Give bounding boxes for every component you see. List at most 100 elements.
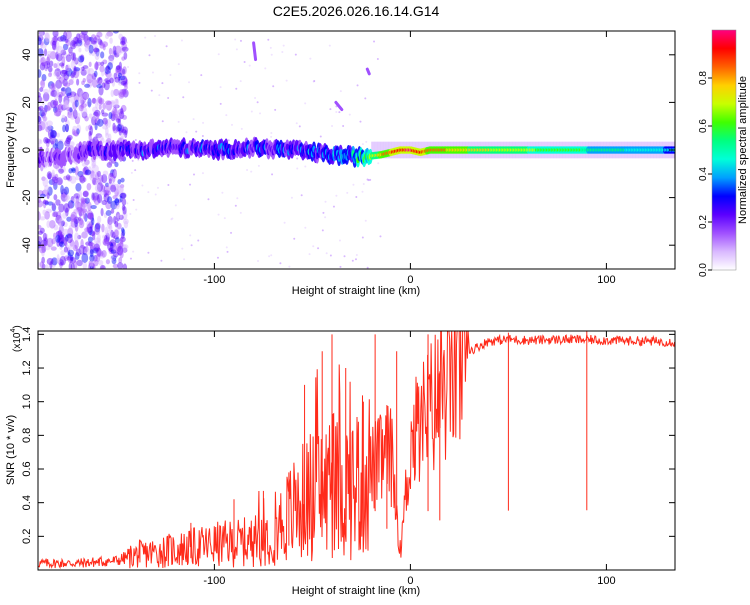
noise-cell [104, 226, 109, 236]
noise-cell [49, 261, 53, 269]
noise-cell [108, 247, 115, 255]
noise-cell [47, 66, 53, 73]
noise-cell [121, 88, 127, 95]
noise-cell [108, 178, 112, 185]
noise-cell [57, 36, 65, 42]
noise-cell [170, 218, 173, 221]
noise-cell [44, 211, 50, 220]
noise-cell [122, 115, 128, 120]
noise-cell [38, 210, 41, 221]
noise-cell [86, 226, 91, 234]
noise-cell [110, 208, 115, 214]
noise-cell [105, 126, 109, 136]
noise-cell [92, 43, 99, 52]
noise-cell [364, 219, 367, 222]
noise-cell [246, 168, 249, 171]
noise-cell [56, 71, 60, 77]
noise-cell [41, 97, 45, 106]
noise-cell [38, 111, 41, 118]
noise-cell [112, 111, 116, 117]
noise-cell [189, 234, 192, 237]
noise-cell [82, 203, 88, 214]
noise-cell [44, 244, 51, 251]
noise-cell [122, 77, 129, 88]
noise-cell [52, 31, 59, 38]
noise-cell [106, 196, 113, 204]
noise-cell [113, 243, 121, 254]
noise-cell [38, 92, 41, 98]
noise-cell [55, 211, 62, 221]
noise-cell [111, 110, 118, 117]
noise-cell [339, 90, 342, 93]
noise-cell [41, 107, 47, 117]
noise-cell [61, 117, 65, 123]
noise-cell [64, 196, 69, 203]
noise-cell [116, 214, 123, 219]
noise-cell [338, 239, 341, 242]
snr-xtick-label: 100 [597, 575, 615, 587]
noise-cell [74, 99, 79, 108]
noise-cell [235, 48, 238, 51]
noise-cell [82, 65, 89, 70]
noise-cell [38, 115, 42, 125]
noise-cell [122, 66, 127, 75]
noise-cell [304, 102, 307, 105]
noise-cell [113, 183, 119, 191]
noise-cell [91, 115, 97, 126]
noise-cell [304, 226, 307, 229]
noise-cell [73, 67, 81, 72]
noise-cell [74, 232, 80, 243]
spectrogram-ylabel: Frequency (Hz) [5, 112, 17, 188]
noise-cell [93, 62, 99, 70]
noise-cell [57, 140, 64, 151]
noise-cell [134, 169, 137, 172]
noise-cell [91, 162, 96, 169]
noise-cell [60, 250, 66, 256]
noise-cell [148, 54, 151, 57]
noise-cell [296, 157, 299, 160]
noise-cell [45, 208, 53, 214]
noise-cell [96, 193, 103, 204]
noise-cell [55, 199, 61, 206]
noise-cell [104, 77, 111, 83]
noise-cell [123, 51, 128, 60]
noise-cell [63, 95, 70, 106]
noise-cell [120, 185, 124, 194]
noise-cell [151, 71, 154, 74]
noise-cell [227, 139, 230, 142]
noise-cell [38, 105, 44, 111]
noise-cell [130, 171, 133, 174]
noise-cell [243, 60, 246, 63]
noise-cell [107, 241, 114, 251]
noise-cell [110, 169, 115, 177]
noise-cell [132, 250, 135, 253]
noise-cell [46, 192, 50, 200]
noise-cell [94, 50, 100, 61]
noise-cell [105, 232, 110, 243]
noise-cell [67, 249, 75, 257]
noise-cell [117, 80, 124, 86]
noise-cell [64, 139, 71, 147]
noise-cell [89, 242, 96, 250]
noise-cell [45, 125, 52, 133]
noise-cell [73, 193, 81, 200]
noise-cell [75, 248, 82, 257]
noise-cell [68, 262, 72, 269]
noise-cell [105, 100, 112, 106]
noise-cell [84, 212, 88, 223]
noise-cell [207, 198, 210, 201]
noise-cell [98, 186, 105, 196]
noise-cell [114, 216, 119, 226]
noise-cell [64, 123, 70, 133]
noise-cell [78, 216, 82, 221]
noise-cell [38, 69, 42, 78]
noise-cell [61, 69, 68, 75]
noise-cell [70, 218, 78, 228]
colorbar-tick-label: 0.0 [698, 263, 709, 277]
noise-cell [120, 133, 126, 138]
noise-cell [63, 82, 71, 88]
noise-cell [72, 130, 79, 137]
noise-cell [113, 244, 117, 253]
noise-cell [39, 121, 46, 131]
noise-cell [42, 199, 49, 205]
